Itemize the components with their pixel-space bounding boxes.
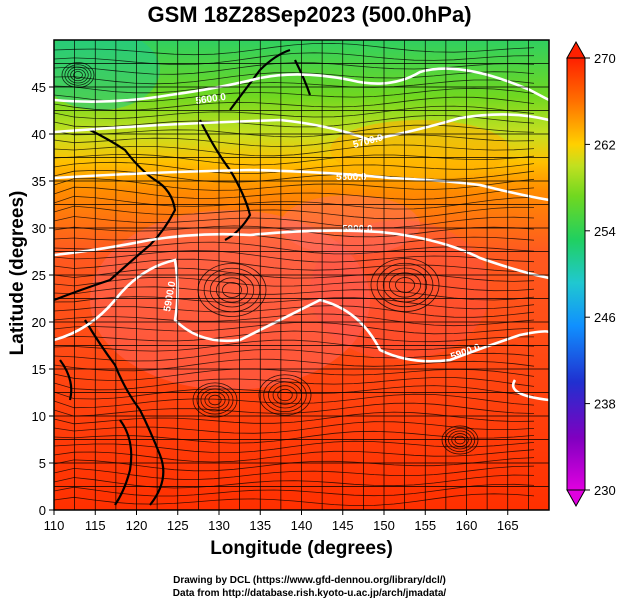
- x-axis-ticks: 110 115 120 125 130 135 140 145 150 155 160 165: [44, 510, 519, 533]
- contour-label: 5900.0: [342, 224, 373, 235]
- colorbar-tick-label: 230: [594, 483, 616, 498]
- x-axis-label: Longitude (degrees): [210, 538, 393, 559]
- x-tick-label: 160: [456, 518, 478, 533]
- colorbar-tick-label: 254: [594, 224, 616, 239]
- x-tick-label: 145: [332, 518, 354, 533]
- credit-drawing: Drawing by DCL (https://www.gfd-dennou.o…: [173, 575, 446, 586]
- x-tick-label: 120: [126, 518, 148, 533]
- colorbar-tick-label: 238: [594, 397, 616, 412]
- warm-core-region: [90, 210, 370, 390]
- y-tick-label: 30: [32, 221, 46, 236]
- contour-label: 5900.0: [162, 280, 178, 312]
- y-tick-label: 15: [32, 362, 46, 377]
- warm-core-region: [310, 220, 490, 360]
- contour-5600: [54, 67, 549, 103]
- grid-lines: [54, 40, 549, 510]
- coastlines: [54, 48, 312, 506]
- credit-data-source: Data from http://database.rish.kyoto-u.a…: [172, 588, 447, 599]
- y-tick-label: 0: [39, 503, 46, 518]
- colorbar-bottom-arrow: [566, 489, 586, 508]
- y-tick-label: 20: [32, 315, 46, 330]
- x-tick-label: 125: [167, 518, 189, 533]
- colorbar-tick-label: 270: [594, 51, 616, 66]
- y-tick-label: 10: [32, 409, 46, 424]
- warm-region: [280, 195, 420, 255]
- y-tick-label: 45: [32, 80, 46, 95]
- colorbar-tick-label: 262: [594, 137, 616, 152]
- contour-5800: [54, 168, 549, 202]
- contour-5900-north: [54, 229, 549, 280]
- x-tick-label: 110: [44, 518, 65, 533]
- y-tick-label: 40: [32, 127, 46, 142]
- x-tick-label: 115: [85, 518, 106, 533]
- y-tick-label: 35: [32, 174, 46, 189]
- colorbar-tick-label: 246: [594, 310, 616, 325]
- x-tick-label: 135: [249, 518, 271, 533]
- contour-label: 5800.0: [336, 172, 367, 183]
- colorbar-ticks: 230 238 246 254 262 270: [585, 51, 616, 498]
- colorbar-top-arrow: [566, 40, 586, 59]
- x-tick-label: 150: [373, 518, 395, 533]
- x-tick-label: 155: [414, 518, 436, 533]
- y-tick-label: 25: [32, 268, 46, 283]
- contour-5900-south: [54, 258, 549, 363]
- map-title: GSM 18Z28Sep2023 (500.0hPa): [147, 2, 472, 27]
- x-tick-label: 140: [291, 518, 313, 533]
- contour-labels: 5600.0 5700.0 5800.0 5900.0 5900.0 5900.…: [162, 92, 482, 363]
- x-tick-label: 165: [497, 518, 519, 533]
- y-tick-label: 5: [39, 456, 46, 471]
- y-axis-ticks: 0 5 10 15 20 25 30 35 40 45: [32, 80, 54, 518]
- x-tick-label: 130: [208, 518, 230, 533]
- wind-streamlines: [54, 42, 535, 507]
- colorbar: [566, 57, 586, 491]
